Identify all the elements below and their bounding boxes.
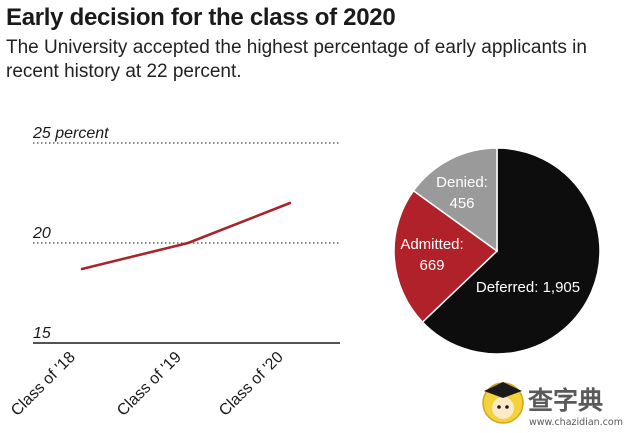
watermark-text: 查字典 (528, 386, 603, 415)
y-tick-label: 25 percent (32, 125, 109, 142)
y-tick-label: 20 (32, 225, 51, 242)
chart-title: Early decision for the class of 2020 (6, 4, 396, 31)
watermark: 查字典 www.chazidian.com (482, 382, 623, 428)
pie-label-admitted-title: Admitted: (400, 236, 463, 253)
watermark-url: www.chazidian.com (529, 417, 623, 428)
pie-chart: Deferred: 1,905 Admitted: 669 Denied: 456 (393, 147, 601, 355)
pie-label-deferred: Deferred: 1,905 (476, 279, 580, 296)
pie-label-denied-title: Denied: (436, 174, 488, 191)
pie-label-denied-value: 456 (449, 195, 474, 212)
watermark-logo (482, 382, 524, 424)
y-tick-label: 15 (33, 325, 51, 342)
x-tick-label: Class of '20 (216, 349, 287, 420)
x-tick-label: Class of '18 (8, 349, 79, 420)
line-chart: 25 percent 20 15 Class of '18 Class of '19 Cl… (8, 125, 340, 420)
x-tick-label: Class of '19 (114, 349, 185, 420)
pie-slice-denied (412, 147, 498, 253)
pie-label-admitted-value: 669 (419, 257, 444, 274)
pie-slice-admitted (393, 189, 499, 324)
chart-subtitle: The University accepted the highest perc… (6, 37, 587, 82)
series-line (80, 201, 292, 271)
pie-slice-deferred (421, 147, 601, 355)
